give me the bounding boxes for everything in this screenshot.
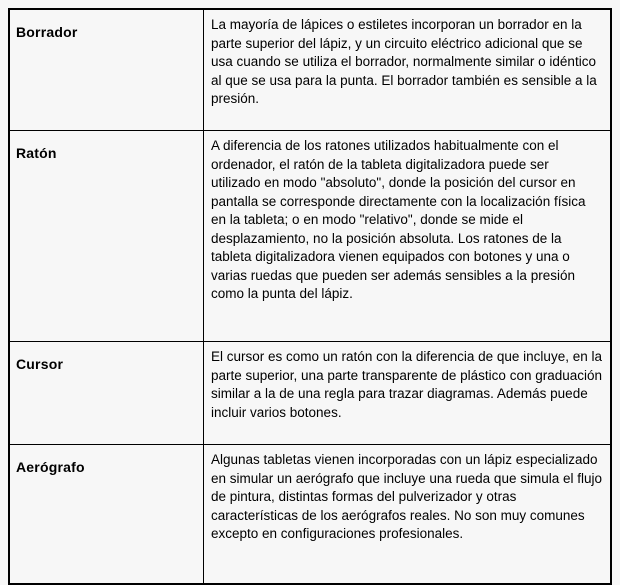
term-cell: Aerógrafo — [8, 444, 204, 585]
description-cell: El cursor es como un ratón con la difere… — [203, 341, 612, 445]
definition-table-body: Borrador La mayoría de lápices o estilet… — [8, 8, 612, 585]
table-row: Aerógrafo Algunas tabletas vienen incorp… — [8, 444, 612, 585]
page: Borrador La mayoría de lápices o estilet… — [8, 8, 612, 585]
term-cell: Cursor — [8, 341, 204, 445]
description-cell: La mayoría de lápices o estiletes incorp… — [203, 8, 612, 131]
description-cell: Algunas tabletas vienen incorporadas con… — [203, 444, 612, 585]
definition-table: Borrador La mayoría de lápices o estilet… — [8, 8, 612, 585]
table-row: Borrador La mayoría de lápices o estilet… — [8, 8, 612, 131]
table-row: Ratón A diferencia de los ratones utiliz… — [8, 130, 612, 342]
description-cell: A diferencia de los ratones utilizados h… — [203, 130, 612, 342]
term-cell: Borrador — [8, 8, 204, 131]
term-cell: Ratón — [8, 130, 204, 342]
table-row: Cursor El cursor es como un ratón con la… — [8, 341, 612, 445]
